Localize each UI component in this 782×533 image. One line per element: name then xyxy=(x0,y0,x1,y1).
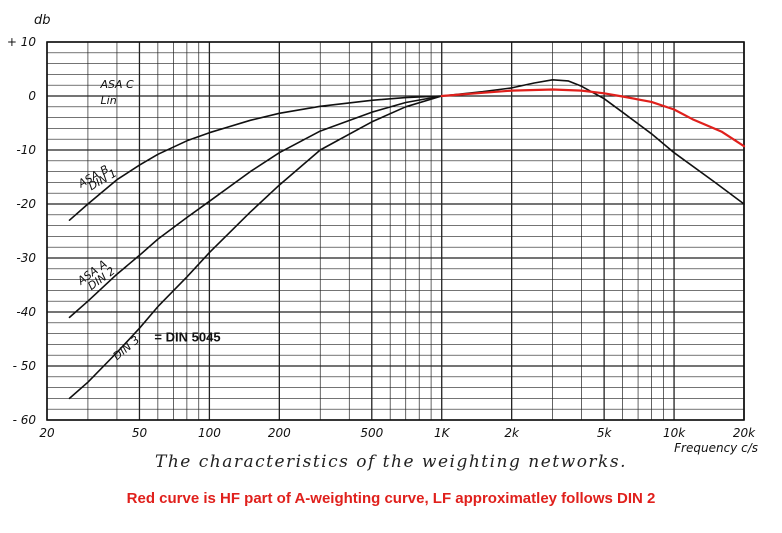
curve-label: = DIN 5045 xyxy=(154,330,220,345)
x-tick-label: 5k xyxy=(597,426,613,440)
y-tick-label: - 50 xyxy=(13,359,37,373)
x-tick-label: 500 xyxy=(360,426,383,440)
plot-frame xyxy=(46,41,745,421)
x-tick-label: 100 xyxy=(198,426,221,440)
series-line xyxy=(68,95,443,221)
series-line xyxy=(440,79,745,205)
weighting-chart: + 10 0 -10 -20 -30 -40 - 50 - 60 20 50 100 200 500 1… xyxy=(7,13,758,455)
y-tick-label: + 10 xyxy=(7,35,37,49)
x-tick-label: 20 xyxy=(39,426,55,440)
series-line xyxy=(440,88,746,148)
x-tick-label: 20k xyxy=(733,426,756,440)
y-tick-label: - 60 xyxy=(13,413,37,427)
curve-label: Lin xyxy=(101,94,117,107)
y-tick-label: -10 xyxy=(16,143,36,157)
y-tick-label: -30 xyxy=(16,251,36,265)
y-tick-label: -20 xyxy=(16,197,36,211)
curve-label: DIN 3 xyxy=(111,333,143,363)
x-tick-label: 2k xyxy=(504,426,520,440)
curve-label: ASA C xyxy=(100,78,135,91)
y-tick-labels: + 10 0 -10 -20 -30 -40 - 50 - 60 xyxy=(7,35,37,427)
x-tick-label: 200 xyxy=(268,426,291,440)
red-curve-note: Red curve is HF part of A-weighting curv… xyxy=(126,490,656,507)
series-line xyxy=(68,95,443,400)
y-tick-label: 0 xyxy=(28,89,36,103)
y-axis-label: db xyxy=(34,13,51,28)
x-tick-label: 50 xyxy=(132,426,148,440)
x-axis-label: Frequency c/s xyxy=(674,441,758,455)
chart-caption: The characteristics of the weighting net… xyxy=(155,452,627,472)
series-layer xyxy=(68,79,746,400)
chart-grid xyxy=(46,41,745,421)
x-tick-labels: 20 50 100 200 500 1K 2k 5k 10k 20k xyxy=(39,426,756,440)
x-tick-label: 10k xyxy=(663,426,686,440)
x-tick-label: 1K xyxy=(434,426,451,440)
y-tick-label: -40 xyxy=(16,305,36,319)
series-line xyxy=(68,95,443,319)
